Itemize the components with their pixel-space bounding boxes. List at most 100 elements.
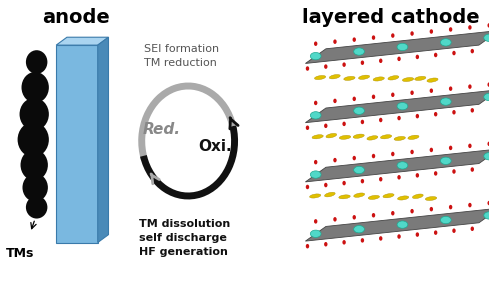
Ellipse shape (312, 135, 324, 139)
Ellipse shape (468, 203, 471, 207)
Ellipse shape (397, 221, 408, 228)
Ellipse shape (342, 240, 346, 244)
Ellipse shape (306, 244, 309, 248)
Ellipse shape (352, 156, 356, 160)
Ellipse shape (394, 136, 406, 140)
Polygon shape (56, 37, 108, 45)
Polygon shape (306, 208, 500, 241)
Ellipse shape (416, 232, 419, 237)
Ellipse shape (310, 194, 321, 198)
Ellipse shape (408, 135, 419, 140)
Ellipse shape (324, 64, 328, 69)
Ellipse shape (360, 179, 364, 183)
Ellipse shape (414, 76, 426, 80)
Ellipse shape (470, 108, 474, 113)
Ellipse shape (340, 135, 350, 139)
Ellipse shape (334, 99, 336, 103)
Text: Oxi.: Oxi. (198, 139, 232, 154)
Ellipse shape (379, 59, 382, 63)
Ellipse shape (416, 173, 419, 178)
Ellipse shape (314, 101, 318, 105)
Ellipse shape (334, 158, 336, 162)
Ellipse shape (360, 60, 364, 65)
Ellipse shape (339, 195, 350, 199)
Ellipse shape (391, 33, 394, 38)
Ellipse shape (484, 93, 494, 101)
Ellipse shape (342, 62, 346, 67)
Ellipse shape (342, 181, 346, 185)
Ellipse shape (391, 211, 394, 215)
Ellipse shape (18, 122, 49, 157)
Ellipse shape (434, 53, 438, 57)
Ellipse shape (352, 38, 356, 42)
Ellipse shape (306, 185, 309, 189)
Ellipse shape (352, 215, 356, 220)
Ellipse shape (452, 169, 456, 174)
Ellipse shape (314, 76, 326, 80)
Ellipse shape (440, 216, 451, 224)
Ellipse shape (391, 152, 394, 156)
Ellipse shape (326, 133, 336, 138)
Polygon shape (306, 30, 500, 63)
Ellipse shape (310, 230, 321, 237)
Ellipse shape (410, 150, 414, 154)
Ellipse shape (398, 175, 401, 180)
Ellipse shape (388, 76, 399, 80)
Ellipse shape (410, 209, 414, 213)
Ellipse shape (324, 192, 335, 197)
Ellipse shape (354, 226, 364, 233)
Ellipse shape (449, 146, 452, 150)
Ellipse shape (416, 114, 419, 118)
Ellipse shape (306, 66, 309, 71)
Ellipse shape (360, 238, 364, 243)
Ellipse shape (372, 213, 375, 217)
Ellipse shape (310, 52, 321, 60)
Ellipse shape (397, 103, 408, 110)
Ellipse shape (22, 173, 48, 202)
Ellipse shape (26, 196, 48, 219)
Ellipse shape (367, 136, 378, 140)
Ellipse shape (410, 91, 414, 95)
Text: layered cathode: layered cathode (302, 8, 480, 27)
Ellipse shape (412, 194, 423, 199)
Polygon shape (98, 37, 108, 243)
Ellipse shape (20, 149, 48, 180)
Ellipse shape (334, 217, 336, 222)
Ellipse shape (306, 125, 309, 130)
Ellipse shape (426, 197, 436, 201)
Ellipse shape (334, 39, 336, 44)
Ellipse shape (397, 162, 408, 169)
Ellipse shape (372, 35, 375, 40)
Ellipse shape (440, 157, 451, 164)
Ellipse shape (440, 39, 451, 46)
Ellipse shape (20, 98, 49, 131)
Ellipse shape (22, 72, 49, 103)
Ellipse shape (398, 234, 401, 239)
Ellipse shape (372, 154, 375, 158)
Ellipse shape (488, 142, 491, 146)
Ellipse shape (449, 205, 452, 209)
Ellipse shape (449, 86, 452, 91)
Ellipse shape (449, 27, 452, 32)
Ellipse shape (352, 97, 356, 101)
Ellipse shape (358, 75, 370, 80)
Text: TMs: TMs (6, 247, 34, 260)
Ellipse shape (310, 171, 321, 178)
Ellipse shape (26, 50, 48, 74)
Ellipse shape (402, 78, 413, 81)
Text: Red.: Red. (142, 122, 180, 137)
Ellipse shape (452, 110, 456, 114)
Polygon shape (56, 45, 98, 243)
Ellipse shape (452, 51, 456, 55)
Ellipse shape (379, 236, 382, 241)
Ellipse shape (470, 226, 474, 231)
Ellipse shape (430, 89, 433, 93)
Ellipse shape (470, 49, 474, 53)
Ellipse shape (368, 195, 380, 199)
Ellipse shape (398, 57, 401, 61)
Ellipse shape (344, 76, 355, 80)
Ellipse shape (430, 29, 433, 34)
Ellipse shape (484, 212, 494, 219)
Ellipse shape (430, 148, 433, 152)
Ellipse shape (488, 201, 491, 205)
